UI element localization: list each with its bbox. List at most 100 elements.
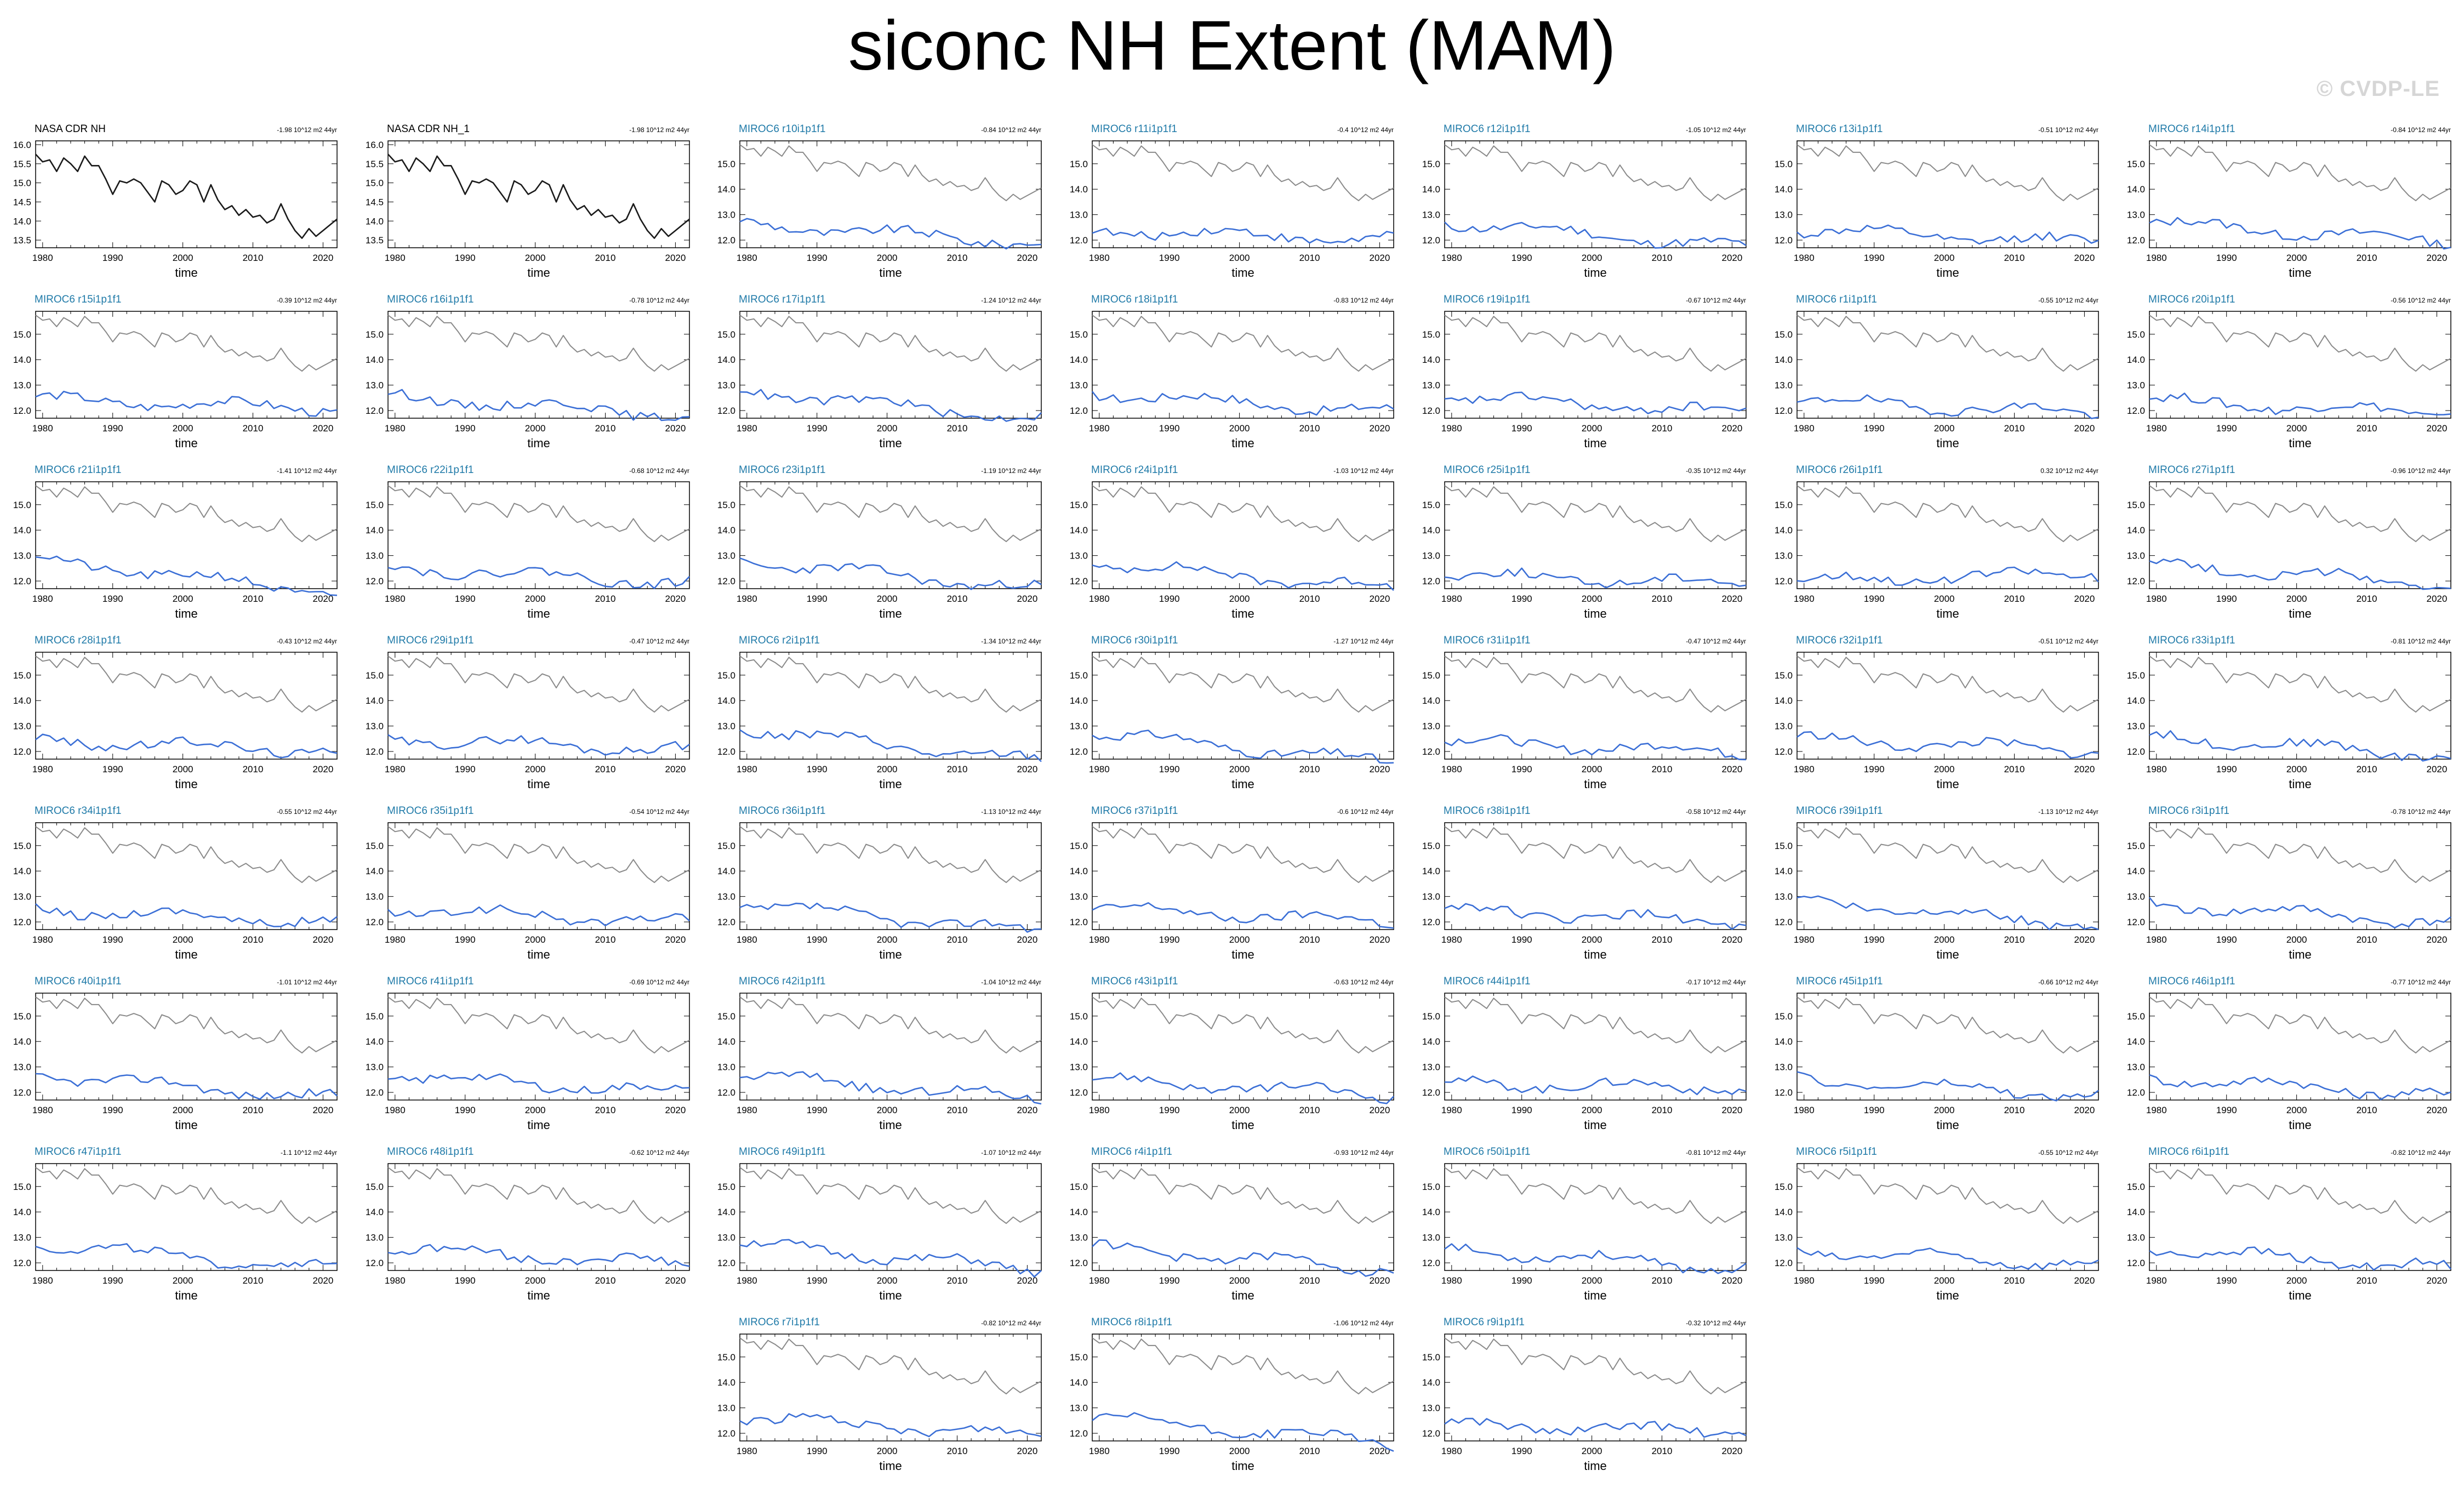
y-tick-label: 13.5 (366, 235, 384, 246)
y-tick-label: 15.0 (13, 841, 31, 851)
y-tick-label: 15.0 (1422, 159, 1440, 169)
x-tick-label: 2000 (173, 1275, 193, 1286)
x-axis-label: time (1936, 436, 1959, 450)
x-axis-label: time (879, 1118, 902, 1132)
plot-frame (387, 140, 690, 248)
y-tick-label: 14.0 (1070, 525, 1088, 535)
y-tick-label: 14.0 (13, 1036, 31, 1047)
x-tick-label: 2010 (1652, 594, 1673, 604)
x-tick-label: 1980 (1441, 764, 1462, 774)
y-tick-label: 15.0 (1422, 670, 1440, 681)
panel-title: MIROC6 r10i1p1f1 (739, 123, 825, 135)
y-tick-label: 15.0 (717, 841, 735, 851)
y-tick-label: 12.0 (1422, 1258, 1440, 1268)
panel-title: MIROC6 r25i1p1f1 (1444, 464, 1530, 476)
x-tick-label: 1980 (1441, 423, 1462, 434)
y-tick-label: 13.0 (2127, 892, 2145, 902)
x-tick-label: 1990 (102, 764, 123, 774)
x-axis-label: time (1584, 1459, 1607, 1473)
observed-reference-line (739, 996, 1042, 1054)
x-tick-label: 2010 (2357, 1275, 2377, 1286)
x-axis-label: time (175, 607, 198, 620)
panel-title: MIROC6 r40i1p1f1 (35, 976, 121, 987)
model-member-line (1092, 730, 1394, 764)
panel-trend-label: -0.93 10^12 m2 44yr (1333, 1149, 1394, 1156)
model-member-line (1444, 221, 1747, 249)
y-tick-label: 13.0 (717, 1062, 735, 1073)
plot-frame (2149, 1163, 2451, 1271)
x-tick-label: 2010 (2357, 764, 2377, 774)
panel-trend-label: -0.47 10^12 m2 44yr (1686, 637, 1746, 645)
observed-reference-line (1444, 1337, 1747, 1395)
plot-frame (1092, 1163, 1394, 1271)
plot-frame (1444, 822, 1747, 930)
observed-reference-line (387, 315, 690, 372)
panel-title: MIROC6 r27i1p1f1 (2148, 464, 2235, 476)
x-axis-label: time (1584, 1289, 1607, 1302)
model-member-line (1444, 1243, 1747, 1274)
y-tick-label: 15.0 (2127, 841, 2145, 851)
x-tick-label: 2010 (2357, 934, 2377, 945)
x-axis-label: time (1584, 777, 1607, 791)
model-member-line (2149, 730, 2451, 762)
y-tick-label: 14.0 (2127, 1207, 2145, 1217)
y-tick-label: 13.0 (1422, 1233, 1440, 1243)
x-axis-label: time (527, 436, 550, 450)
x-tick-label: 2020 (313, 594, 334, 604)
plot-frame (1444, 993, 1747, 1101)
x-tick-label: 1990 (807, 764, 828, 774)
observed-reference-line (1444, 1167, 1747, 1224)
x-axis-label: time (1231, 607, 1254, 620)
x-tick-label: 1990 (102, 1105, 123, 1115)
model-member-line (1444, 734, 1747, 761)
x-axis-label: time (1231, 948, 1254, 961)
x-axis-label: time (1936, 777, 1959, 791)
panel-title: MIROC6 r28i1p1f1 (35, 635, 121, 646)
y-tick-label: 13.0 (13, 1233, 31, 1243)
x-tick-label: 1980 (1089, 253, 1110, 263)
panel-trend-label: -0.56 10^12 m2 44yr (2391, 297, 2451, 304)
x-tick-label: 1980 (1794, 764, 1815, 774)
chart-panel: MIROC6 r9i1p1f1 -0.32 10^12 m2 44yr 1980 19… (1422, 1317, 1747, 1473)
x-tick-label: 1990 (1512, 1275, 1532, 1286)
observed-reference-line (2149, 144, 2451, 202)
x-tick-label: 2020 (313, 1275, 334, 1286)
x-tick-label: 1980 (32, 423, 53, 434)
plot-frame (739, 993, 1042, 1101)
panel-trend-label: -1.27 10^12 m2 44yr (1333, 637, 1394, 645)
panel-title: MIROC6 r16i1p1f1 (387, 294, 474, 305)
chart-panel: MIROC6 r8i1p1f1 -1.06 10^12 m2 44yr 1980 19… (1070, 1317, 1394, 1473)
plot-frame (2149, 481, 2451, 589)
y-tick-label: 15.0 (13, 670, 31, 681)
chart-panel: MIROC6 r2i1p1f1 -1.34 10^12 m2 44yr 1980 19… (717, 635, 1042, 791)
panel-title: MIROC6 r8i1p1f1 (1091, 1317, 1172, 1328)
x-tick-label: 2020 (313, 934, 334, 945)
y-tick-label: 13.0 (1070, 721, 1088, 732)
x-tick-label: 2000 (1934, 1275, 1955, 1286)
y-tick-label: 15.0 (1070, 841, 1088, 851)
x-tick-label: 1980 (1794, 1275, 1815, 1286)
y-tick-label: 14.0 (2127, 866, 2145, 876)
panel-title: MIROC6 r7i1p1f1 (739, 1317, 820, 1328)
y-tick-label: 15.0 (13, 1182, 31, 1192)
y-tick-label: 13.0 (13, 380, 31, 391)
x-tick-label: 1980 (1089, 423, 1110, 434)
plot-frame (387, 1163, 690, 1271)
x-tick-label: 1980 (385, 594, 406, 604)
x-tick-label: 1990 (455, 934, 476, 945)
plot-frame (739, 1334, 1042, 1441)
plot-frame (1092, 140, 1394, 248)
x-tick-label: 2020 (1722, 934, 1743, 945)
plot-frame (739, 140, 1042, 248)
y-tick-label: 14.0 (1775, 696, 1793, 706)
model-member-line (2148, 897, 2451, 928)
y-tick-label: 15.0 (2127, 1182, 2145, 1192)
x-tick-label: 2020 (1017, 1105, 1038, 1115)
panel-title: MIROC6 r33i1p1f1 (2148, 635, 2235, 646)
x-tick-label: 2020 (2074, 594, 2095, 604)
